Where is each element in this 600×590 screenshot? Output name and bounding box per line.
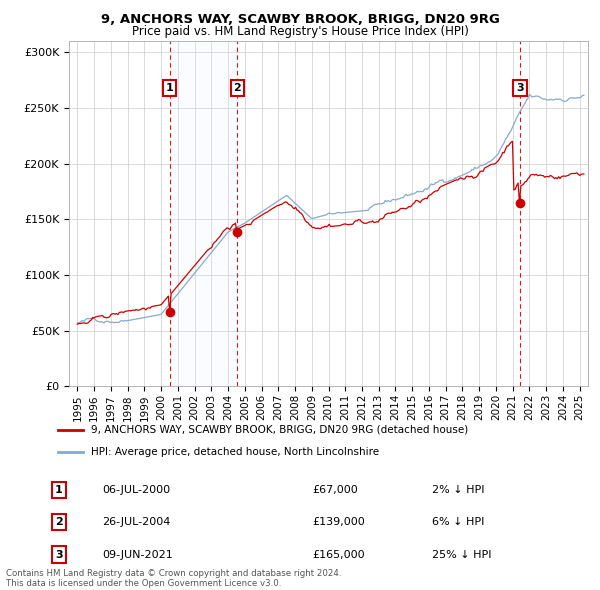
- Bar: [170, 41, 238, 386]
- Text: Contains HM Land Registry data © Crown copyright and database right 2024.
This d: Contains HM Land Registry data © Crown c…: [6, 569, 341, 588]
- Text: 1: 1: [55, 485, 62, 494]
- Text: Price paid vs. HM Land Registry's House Price Index (HPI): Price paid vs. HM Land Registry's House …: [131, 25, 469, 38]
- Text: 2: 2: [55, 517, 62, 527]
- Text: 09-JUN-2021: 09-JUN-2021: [102, 550, 173, 559]
- Text: 3: 3: [516, 83, 524, 93]
- Text: £67,000: £67,000: [312, 485, 358, 494]
- Text: 1: 1: [166, 83, 173, 93]
- Text: 6% ↓ HPI: 6% ↓ HPI: [432, 517, 484, 527]
- Text: 26-JUL-2004: 26-JUL-2004: [102, 517, 170, 527]
- Text: £139,000: £139,000: [312, 517, 365, 527]
- Text: 2: 2: [233, 83, 241, 93]
- Text: 3: 3: [55, 550, 62, 559]
- Text: 2% ↓ HPI: 2% ↓ HPI: [432, 485, 485, 494]
- Text: 06-JUL-2000: 06-JUL-2000: [102, 485, 170, 494]
- Text: 9, ANCHORS WAY, SCAWBY BROOK, BRIGG, DN20 9RG: 9, ANCHORS WAY, SCAWBY BROOK, BRIGG, DN2…: [101, 13, 499, 26]
- Text: HPI: Average price, detached house, North Lincolnshire: HPI: Average price, detached house, Nort…: [91, 447, 379, 457]
- Text: 9, ANCHORS WAY, SCAWBY BROOK, BRIGG, DN20 9RG (detached house): 9, ANCHORS WAY, SCAWBY BROOK, BRIGG, DN2…: [91, 425, 468, 435]
- Text: £165,000: £165,000: [312, 550, 365, 559]
- Text: 25% ↓ HPI: 25% ↓ HPI: [432, 550, 491, 559]
